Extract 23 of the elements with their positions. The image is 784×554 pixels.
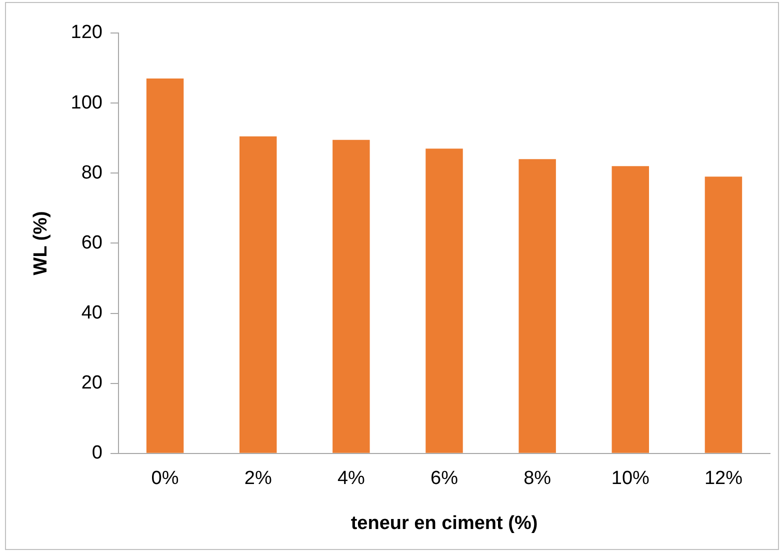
bar [704, 176, 742, 453]
bar [239, 136, 277, 453]
y-tick-label: 80 [81, 162, 102, 184]
y-tick-label: 60 [81, 232, 102, 254]
x-tick-label: 12% [704, 468, 743, 490]
x-tick-label: 2% [244, 468, 272, 490]
x-tick-label: 6% [430, 468, 458, 490]
bar [332, 140, 370, 453]
y-tick-label: 100 [70, 92, 102, 114]
y-tick-label: 120 [70, 22, 102, 44]
y-tick-label: 0 [92, 442, 102, 464]
x-axis-title: teneur en ciment (%) [350, 512, 538, 534]
y-tick-label: 40 [81, 302, 102, 324]
y-tick-label: 20 [81, 372, 102, 394]
x-tick-label: 8% [524, 468, 552, 490]
bar [518, 159, 556, 453]
x-tick-label: 4% [337, 468, 366, 490]
bar [426, 148, 463, 453]
bar [612, 166, 650, 453]
x-tick-label: 0% [151, 468, 179, 490]
y-axis-title: WL (%) [30, 211, 52, 276]
bar [146, 78, 184, 453]
x-tick-label: 10% [611, 468, 650, 490]
